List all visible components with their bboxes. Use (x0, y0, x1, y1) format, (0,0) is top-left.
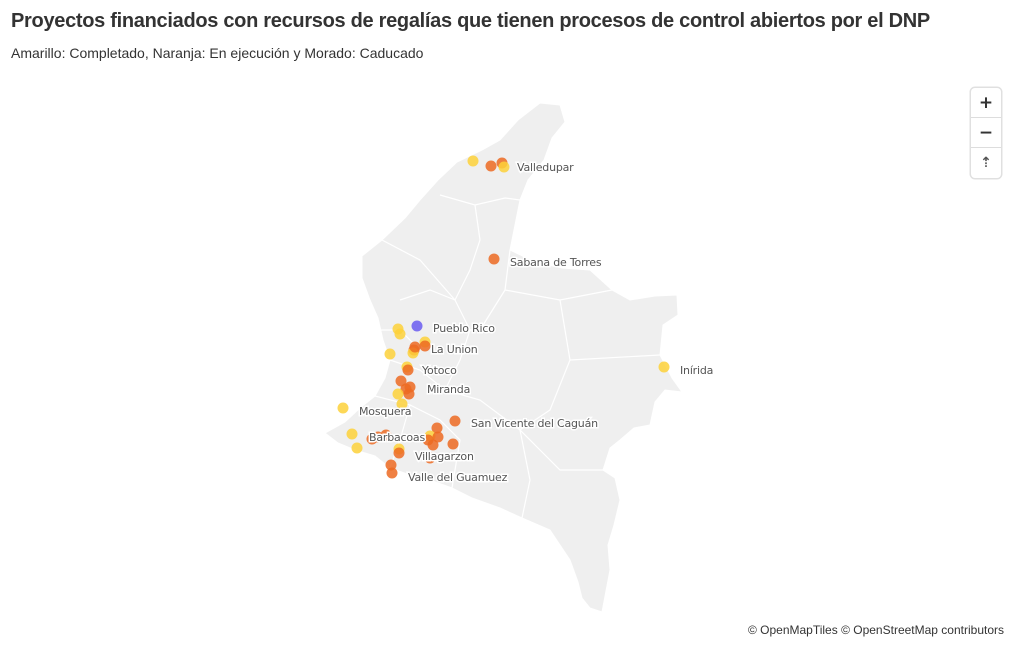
project-marker-valledupar[interactable] (485, 160, 497, 172)
map-controls: + − ⇡ (971, 88, 1001, 178)
project-marker[interactable] (427, 439, 439, 451)
compass-icon[interactable]: ⇡ (980, 155, 992, 171)
project-marker[interactable] (384, 348, 396, 360)
place-label-valle-del-guamuez: Valle del Guamuez (408, 471, 508, 484)
place-label-pueblo-rico: Pueblo Rico (433, 322, 495, 335)
place-label-yotoco: Yotoco (421, 364, 457, 377)
project-marker[interactable] (419, 340, 431, 352)
project-marker[interactable] (432, 431, 444, 443)
project-marker-villagarzon[interactable] (393, 447, 405, 459)
project-marker-sabana-de-torres[interactable] (488, 253, 500, 265)
map-canvas[interactable]: Valledupar Sabana de Torres Pueblo Rico La … (0, 75, 1020, 650)
project-marker[interactable] (351, 442, 363, 454)
page-title: Proyectos financiados con recursos de re… (11, 10, 930, 32)
project-marker[interactable] (424, 452, 436, 464)
project-markers[interactable] (337, 155, 670, 479)
place-labels: Valledupar Sabana de Torres Pueblo Rico La … (358, 160, 715, 486)
project-marker[interactable] (431, 422, 443, 434)
project-marker-la-union[interactable] (409, 341, 421, 353)
project-marker-barbacoas[interactable] (372, 431, 384, 443)
project-marker[interactable] (447, 438, 459, 450)
project-marker[interactable] (394, 328, 406, 340)
page-subtitle: Amarillo: Completado, Naranja: En ejecuc… (11, 45, 424, 61)
project-marker-miranda[interactable] (404, 381, 416, 393)
map-container[interactable]: Valledupar Sabana de Torres Pueblo Rico La … (0, 75, 1020, 650)
project-marker-valle-del-guamuez[interactable] (386, 467, 398, 479)
project-marker[interactable] (392, 388, 404, 400)
zoom-out-button[interactable]: − (971, 118, 1001, 148)
project-marker[interactable] (498, 161, 510, 173)
place-label-valledupar: Valledupar (517, 161, 574, 174)
openstreetmap-link[interactable]: © OpenStreetMap contributors (841, 623, 1004, 637)
project-marker[interactable] (385, 459, 397, 471)
place-label-mosquera: Mosquera (359, 405, 411, 418)
place-label-sabana-de-torres: Sabana de Torres (510, 256, 602, 269)
project-marker-inirida[interactable] (658, 361, 670, 373)
place-label-barbacoas: Barbacoas (369, 431, 425, 444)
project-marker[interactable] (396, 398, 408, 410)
openmaptiles-link[interactable]: © OpenMapTiles (747, 623, 838, 637)
map-attribution: © OpenMapTiles © OpenStreetMap contribut… (748, 623, 1004, 637)
project-marker[interactable] (467, 155, 479, 167)
project-marker-pueblo-rico[interactable] (411, 320, 423, 332)
place-label-la-union: La Union (431, 343, 478, 356)
project-marker[interactable] (346, 428, 358, 440)
project-marker[interactable] (395, 375, 407, 387)
project-marker-yotoco[interactable] (402, 364, 414, 376)
colombia-shape (324, 102, 684, 613)
project-marker-san-vicente-del-caguan[interactable] (449, 415, 461, 427)
project-marker-mosquera[interactable] (337, 402, 349, 414)
place-label-miranda: Miranda (427, 383, 470, 396)
zoom-in-button[interactable]: + (971, 88, 1001, 118)
place-label-villagarzon: Villagarzon (415, 450, 474, 463)
place-label-san-vicente-del-caguan: San Vicente del Caguán (471, 417, 598, 430)
place-label-inirida: Inírida (680, 364, 713, 377)
